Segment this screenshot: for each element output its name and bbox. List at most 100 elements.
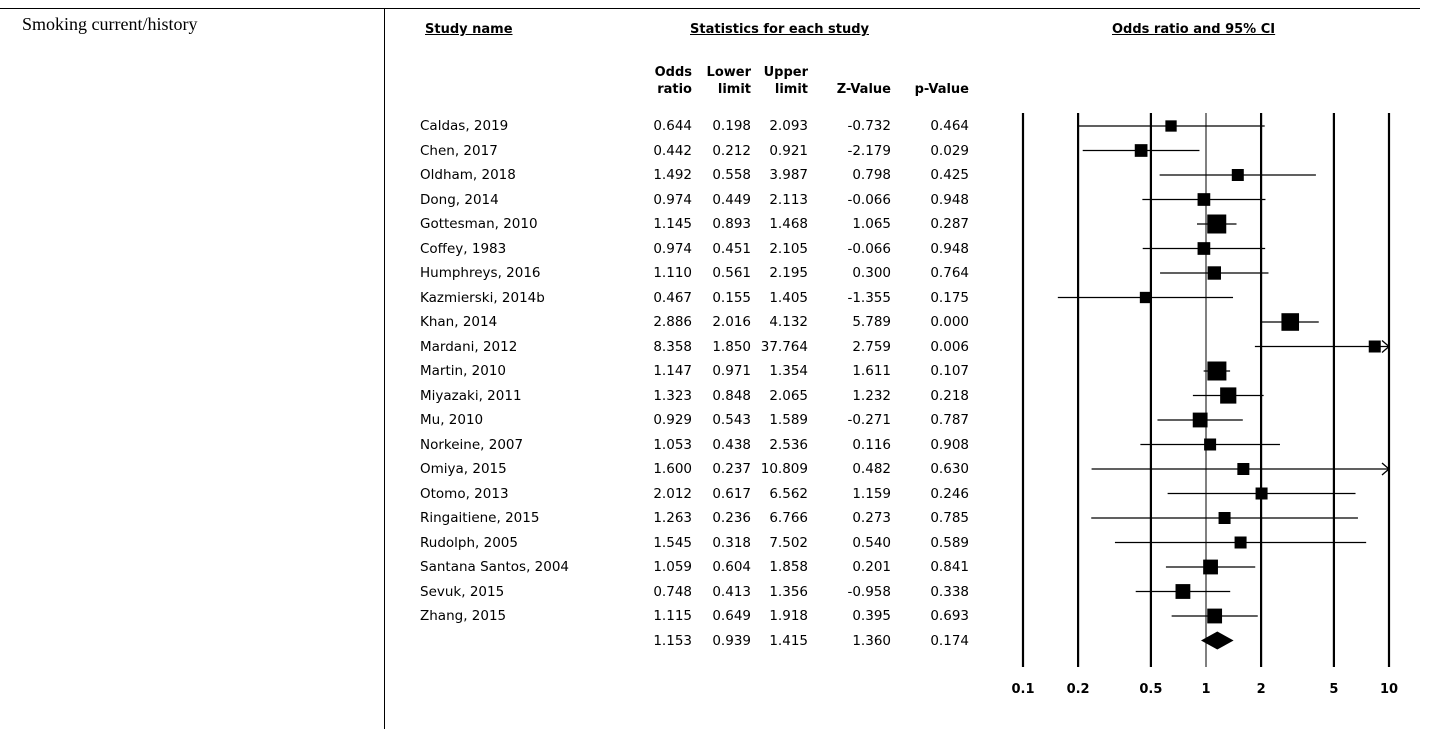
z-value-cell: 0.482 bbox=[852, 461, 891, 477]
odds-ratio-cell: 1.492 bbox=[653, 167, 692, 183]
upper-limit-cell: 0.921 bbox=[769, 142, 808, 159]
z-value-cell: 0.395 bbox=[852, 608, 891, 624]
z-value-cell: 0.540 bbox=[852, 534, 891, 551]
study-name-cell: Coffey, 1983 bbox=[420, 240, 507, 257]
upper-limit-cell: 1.354 bbox=[769, 363, 808, 379]
study-point bbox=[1139, 291, 1152, 304]
pooled-upper-limit-cell: 1.415 bbox=[769, 632, 808, 649]
upper-limit-cell: 2.065 bbox=[769, 387, 808, 404]
study-name-cell: Mu, 2010 bbox=[420, 412, 484, 428]
odds-ratio-cell: 1.545 bbox=[653, 534, 692, 551]
odds-ratio-cell: 2.886 bbox=[653, 314, 692, 330]
z-value-cell: 0.798 bbox=[852, 167, 891, 183]
lower-limit-cell: 0.438 bbox=[712, 436, 751, 453]
z-value-cell: 1.065 bbox=[852, 216, 891, 232]
study-name-cell: Ringaitiene, 2015 bbox=[420, 510, 540, 526]
lower-limit-cell: 1.850 bbox=[712, 338, 751, 355]
z-value-cell: 1.611 bbox=[852, 363, 891, 379]
study-name-cell: Santana Santos, 2004 bbox=[420, 559, 570, 575]
study-point bbox=[1231, 169, 1244, 181]
lower-limit-cell: 0.318 bbox=[712, 534, 751, 551]
lower-limit-column-header: Lower limit bbox=[707, 64, 751, 98]
study-point bbox=[1207, 361, 1227, 381]
lower-limit-cell: 0.451 bbox=[712, 240, 751, 257]
study-name-cell: Humphreys, 2016 bbox=[420, 265, 541, 281]
lower-limit-cell: 0.236 bbox=[712, 510, 751, 526]
odds-ratio-cell: 0.467 bbox=[653, 289, 692, 306]
lower-limit-cell: 0.971 bbox=[712, 363, 751, 379]
p-value-cell: 0.693 bbox=[930, 608, 969, 624]
p-value-cell: 0.785 bbox=[930, 510, 969, 526]
z-value-cell: -1.355 bbox=[847, 289, 891, 306]
study-point bbox=[1197, 242, 1211, 255]
study-name-cell: Caldas, 2019 bbox=[420, 118, 509, 134]
ci-arrow bbox=[1381, 462, 1390, 476]
pooled-diamond bbox=[1200, 631, 1234, 650]
upper-limit-cell: 2.113 bbox=[769, 191, 808, 208]
study-point bbox=[1237, 463, 1250, 475]
lower-limit-cell: 0.617 bbox=[712, 485, 751, 502]
upper-header-line2: limit bbox=[774, 82, 808, 97]
ci-arrow bbox=[1381, 340, 1390, 353]
odds-ratio-cell: 1.323 bbox=[653, 387, 692, 404]
odds-ratio-cell: 1.053 bbox=[653, 436, 692, 453]
lower-limit-cell: 0.848 bbox=[712, 387, 751, 404]
upper-limit-cell: 6.766 bbox=[769, 510, 808, 526]
study-point bbox=[1203, 559, 1218, 575]
odds-header-line1: Odds bbox=[654, 65, 692, 80]
p-value-cell: 0.948 bbox=[930, 240, 969, 257]
p-value-cell: 0.029 bbox=[930, 142, 969, 159]
lower-limit-cell: 0.558 bbox=[712, 167, 751, 183]
odds-ratio-cell: 0.929 bbox=[653, 412, 692, 428]
odds-ratio-cell: 1.600 bbox=[653, 461, 692, 477]
lower-limit-cell: 0.413 bbox=[712, 583, 751, 600]
plot-header: Odds ratio and 95% CI bbox=[1112, 22, 1276, 37]
study-point bbox=[1234, 536, 1247, 549]
lower-limit-cell: 0.198 bbox=[712, 118, 751, 134]
lower-limit-cell: 0.561 bbox=[712, 265, 751, 281]
p-value-cell: 0.338 bbox=[930, 583, 969, 600]
p-value-cell: 0.425 bbox=[930, 167, 969, 183]
study-name-cell: Khan, 2014 bbox=[420, 314, 498, 330]
p-value-cell: 0.841 bbox=[930, 559, 969, 575]
p-value-cell: 0.175 bbox=[930, 289, 969, 306]
p-value-cell: 0.908 bbox=[930, 436, 969, 453]
study-name-cell: Otomo, 2013 bbox=[420, 485, 509, 502]
study-name-cell: Kazmierski, 2014b bbox=[420, 289, 545, 306]
p-value-cell: 0.218 bbox=[930, 387, 969, 404]
study-point bbox=[1220, 387, 1237, 404]
z-value-cell: -0.066 bbox=[847, 240, 891, 257]
study-point bbox=[1134, 144, 1148, 157]
lower-limit-cell: 0.155 bbox=[712, 289, 751, 306]
lower-limit-cell: 0.212 bbox=[712, 142, 751, 159]
study-name-cell: Gottesman, 2010 bbox=[420, 216, 538, 232]
z-value-column-header: Z-Value bbox=[836, 82, 891, 97]
study-point bbox=[1207, 214, 1227, 234]
lower-limit-cell: 0.449 bbox=[712, 191, 751, 208]
study-name-cell: Miyazaki, 2011 bbox=[420, 387, 522, 404]
odds-ratio-cell: 0.748 bbox=[653, 583, 692, 600]
x-tick-label: 2 bbox=[1257, 682, 1266, 697]
upper-limit-cell: 1.858 bbox=[769, 559, 808, 575]
z-value-cell: -0.732 bbox=[847, 118, 891, 134]
study-point bbox=[1204, 438, 1217, 451]
upper-limit-cell: 1.918 bbox=[769, 608, 808, 624]
z-value-cell: 0.116 bbox=[852, 436, 891, 453]
study-name-cell: Martin, 2010 bbox=[420, 363, 507, 379]
odds-header-line2: ratio bbox=[657, 82, 692, 97]
upper-limit-cell: 1.468 bbox=[769, 216, 808, 232]
study-point bbox=[1281, 313, 1300, 331]
z-value-cell: 1.159 bbox=[852, 485, 891, 502]
lower-limit-cell: 0.543 bbox=[712, 412, 751, 428]
upper-limit-cell: 2.536 bbox=[769, 436, 808, 453]
z-value-cell: 5.789 bbox=[852, 314, 891, 330]
upper-limit-cell: 6.562 bbox=[769, 485, 808, 502]
p-value-cell: 0.764 bbox=[930, 265, 969, 281]
odds-ratio-cell: 0.442 bbox=[653, 142, 692, 159]
odds-ratio-cell: 0.644 bbox=[653, 118, 692, 134]
odds-ratio-cell: 1.115 bbox=[653, 608, 692, 624]
upper-limit-cell: 1.589 bbox=[769, 412, 808, 428]
x-tick-label: 0.2 bbox=[1067, 682, 1090, 697]
p-value-column-header: p-Value bbox=[914, 82, 969, 97]
x-tick-label: 0.1 bbox=[1011, 682, 1034, 697]
